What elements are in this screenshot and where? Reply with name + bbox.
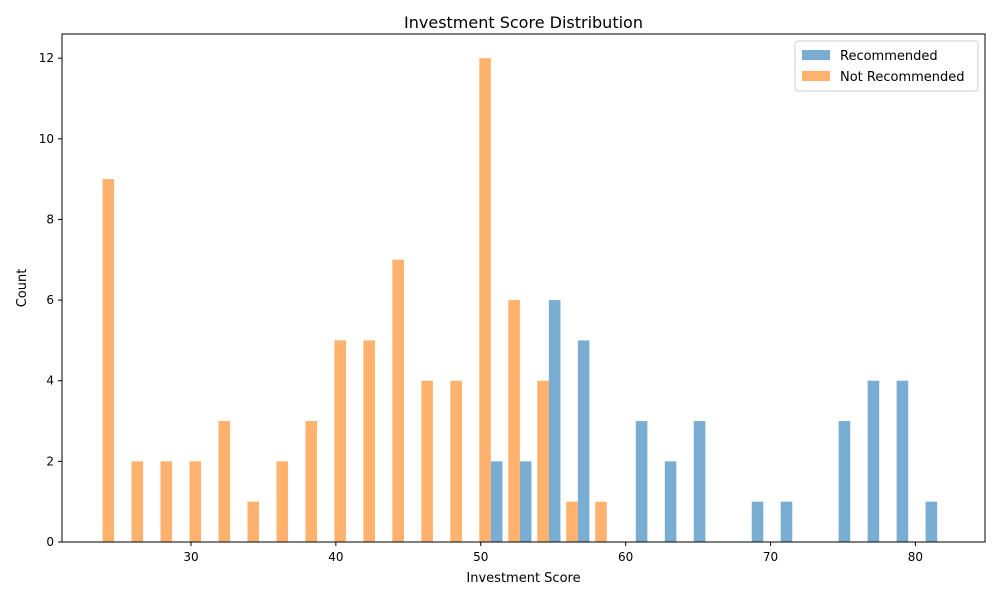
bar-not-recommended [276, 461, 289, 542]
x-tick-label: 40 [328, 550, 343, 564]
y-tick-label: 10 [39, 132, 54, 146]
y-tick-label: 12 [39, 51, 54, 65]
y-ticks: 0 2 4 6 8 10 12 [39, 51, 62, 549]
y-tick-label: 4 [46, 374, 54, 388]
bar-not-recommended [102, 179, 115, 542]
legend-label-not-recommended: Not Recommended [840, 70, 965, 85]
y-tick-label: 8 [46, 212, 54, 226]
bar-not-recommended [450, 380, 462, 542]
x-ticks: 30 40 50 60 70 80 [183, 542, 923, 564]
bar-recommended [577, 340, 590, 542]
legend-swatch-recommended [802, 50, 830, 60]
bar-not-recommended [392, 259, 404, 542]
chart-title: Investment Score Distribution [404, 13, 643, 32]
legend-frame [794, 40, 979, 92]
bar-not-recommended [131, 461, 144, 542]
bar-recommended [519, 461, 532, 542]
bar-not-recommended [305, 421, 318, 542]
bar-not-recommended [566, 501, 578, 542]
legend: Recommended Not Recommended [794, 40, 979, 92]
bar-not-recommended [247, 501, 260, 542]
bar-not-recommended [218, 421, 231, 542]
bar-not-recommended [334, 340, 346, 542]
bar-recommended [548, 300, 561, 542]
bar-recommended [664, 461, 677, 542]
x-tick-label: 50 [473, 550, 488, 564]
x-axis-label: Investment Score [466, 571, 580, 586]
bar-not-recommended [479, 58, 491, 542]
axes-layer [61, 33, 986, 543]
x-tick-label: 80 [908, 550, 923, 564]
bar-not-recommended [363, 340, 375, 542]
bar-not-recommended [160, 461, 173, 542]
y-tick-label: 2 [46, 454, 54, 468]
legend-label-recommended: Recommended [840, 49, 938, 64]
bar-not-recommended [508, 300, 520, 542]
bar-recommended [867, 380, 880, 542]
bar-recommended [925, 501, 938, 542]
plot-frame [61, 33, 986, 543]
y-tick-label: 6 [46, 293, 54, 307]
x-tick-label: 70 [763, 550, 778, 564]
bar-recommended [780, 501, 793, 542]
y-axis-label: Count [15, 269, 30, 308]
bar-recommended [838, 421, 851, 542]
bar-recommended [490, 461, 503, 542]
bar-recommended [693, 421, 706, 542]
bar-not-recommended [421, 380, 433, 542]
bar-not-recommended [537, 380, 549, 542]
bar-recommended [896, 380, 909, 542]
bars-layer [102, 58, 938, 542]
bar-recommended [751, 501, 764, 542]
legend-swatch-not-recommended [802, 71, 830, 81]
bar-recommended [635, 421, 648, 542]
y-tick-label: 0 [46, 535, 54, 549]
x-tick-label: 60 [618, 550, 633, 564]
bar-not-recommended [595, 501, 607, 542]
x-tick-label: 30 [183, 550, 198, 564]
bar-not-recommended [189, 461, 202, 542]
